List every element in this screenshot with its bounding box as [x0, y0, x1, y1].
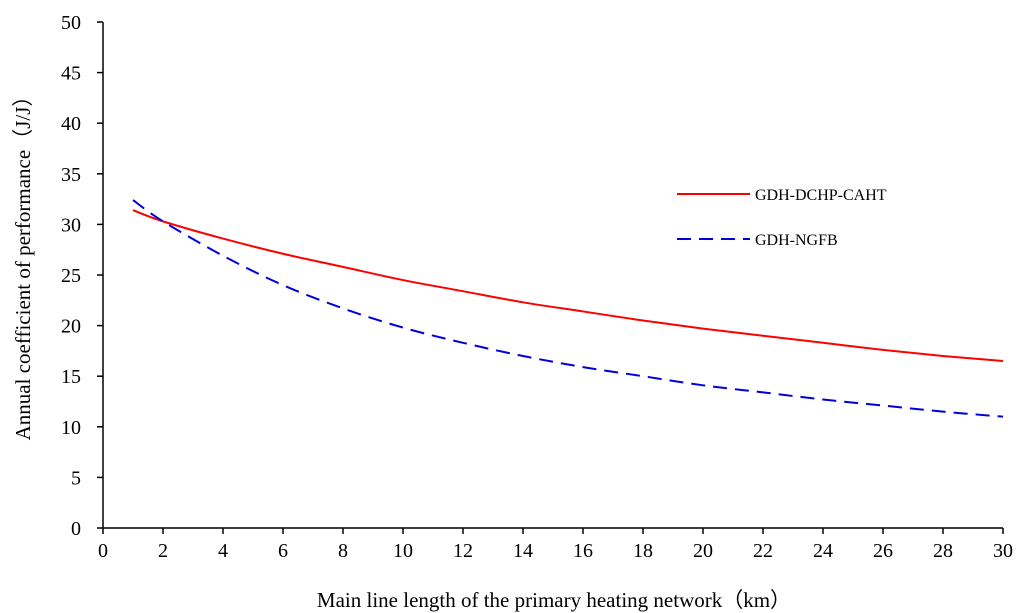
y-tick-label: 0: [71, 518, 81, 540]
y-tick-label: 45: [61, 63, 81, 85]
x-tick-label: 0: [98, 540, 108, 562]
y-tick-label: 10: [61, 417, 81, 439]
y-tick-label: 20: [61, 316, 81, 338]
x-axis-title: Main line length of the primary heating …: [317, 588, 791, 612]
x-tick-label: 4: [218, 540, 228, 562]
series-layer: [132, 199, 1004, 418]
x-tick-label: 10: [393, 540, 413, 562]
x-tick-label: 12: [453, 540, 473, 562]
x-tick-label: 30: [993, 540, 1013, 562]
x-tick-label: 6: [278, 540, 288, 562]
x-tick-label: 14: [513, 540, 533, 562]
x-tick-label: 18: [633, 540, 653, 562]
x-tick-label: 26: [873, 540, 893, 562]
y-tick-label: 30: [61, 214, 81, 236]
x-tick-label: 22: [753, 540, 773, 562]
y-tick-label: 40: [61, 113, 81, 135]
x-tick-label: 20: [693, 540, 713, 562]
y-axis-title: Annual coefficient of performance（J/J）: [11, 86, 35, 441]
x-tick-label: 24: [813, 540, 833, 562]
legend: GDH-DCHP-CAHT GDH-NGFB: [677, 187, 887, 249]
x-tick-label: 16: [573, 540, 593, 562]
legend-label: GDH-NGFB: [755, 232, 838, 249]
series-line-1: [132, 209, 1004, 363]
x-tick-label: 2: [158, 540, 168, 562]
y-tick-label: 35: [61, 164, 81, 186]
y-tick-label: 25: [61, 265, 81, 287]
y-tick-label: 5: [71, 467, 81, 489]
y-tick-label: 15: [61, 366, 81, 388]
y-tick-label: 50: [61, 12, 81, 34]
legend-label: GDH-DCHP-CAHT: [755, 187, 887, 204]
x-tick-label: 8: [338, 540, 348, 562]
y-axis-ticks: 0 5 10 15 20 25 30 35 40 45 50: [61, 12, 103, 540]
x-tick-label: 28: [933, 540, 953, 562]
series-line-2: [132, 199, 1004, 418]
x-axis-ticks: 0 2 4 6 8 10 12 14 16 18 20 22 24 26 28 30: [98, 528, 1013, 562]
